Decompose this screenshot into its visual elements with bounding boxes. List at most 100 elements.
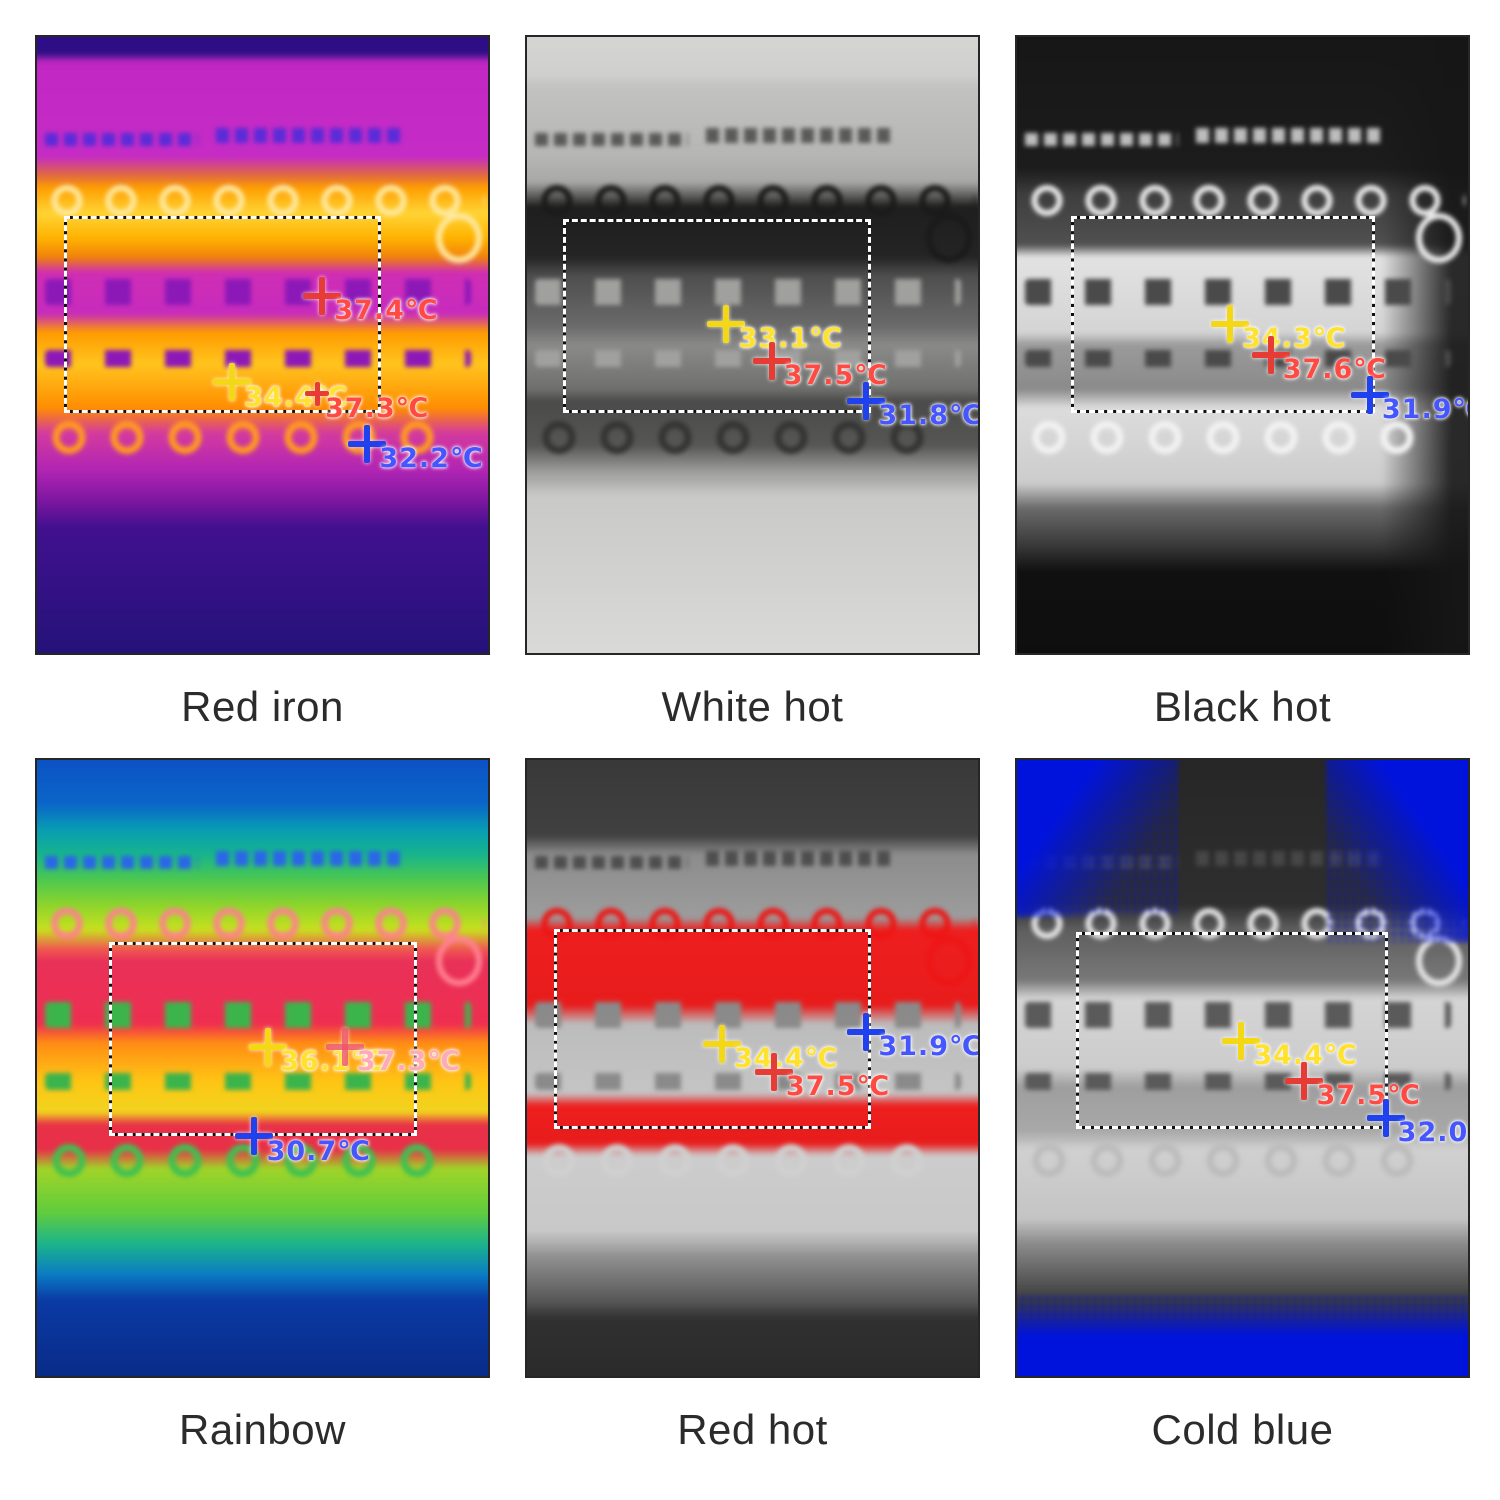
temp-marker-min: 31.9℃ bbox=[847, 1012, 978, 1062]
temp-reading: 34.3℃ bbox=[1242, 323, 1347, 355]
wire-loops bbox=[1020, 172, 1465, 229]
thermal-scene bbox=[527, 760, 978, 1376]
hanging-wire-loop bbox=[436, 936, 483, 987]
palette-cell-rainbow: 36.1℃ 37.3℃ 30.7℃ Rainbow bbox=[35, 758, 490, 1481]
thermal-image-rainbow: 36.1℃ 37.3℃ 30.7℃ bbox=[35, 758, 490, 1378]
temp-reading: 32.0℃ bbox=[1397, 1117, 1469, 1149]
breaker-slots bbox=[44, 1073, 471, 1091]
temp-reading: 31.8℃ bbox=[878, 400, 980, 432]
palette-label: Red hot bbox=[677, 1405, 828, 1453]
temp-marker-avg: 34.4℃ bbox=[702, 1024, 837, 1074]
palette-cell-red-iron: 37.4℃ 34.4℃ 37.3℃ 32.2℃ Red iron bbox=[35, 35, 490, 758]
temp-marker-avg: 34.4℃ bbox=[1222, 1021, 1357, 1071]
temp-marker-avg: 34.3℃ bbox=[1210, 304, 1345, 354]
temp-reading: 37.5℃ bbox=[1316, 1080, 1421, 1112]
crosshair-icon bbox=[754, 1052, 793, 1091]
temp-reading: 37.4℃ bbox=[334, 295, 439, 327]
temp-marker-min: 30.7℃ bbox=[235, 1117, 370, 1167]
wire-loops bbox=[40, 407, 457, 468]
busbar-strip bbox=[1024, 132, 1178, 146]
hanging-wire-loop bbox=[436, 213, 483, 264]
temp-marker-avg: 34.4℃ bbox=[212, 363, 347, 413]
cold-region-overlay bbox=[1017, 1294, 1468, 1376]
thermal-scene bbox=[1017, 760, 1468, 1376]
busbar-strip bbox=[1196, 127, 1387, 143]
hanging-wire-loop bbox=[926, 936, 973, 987]
busbar-strip bbox=[534, 132, 688, 146]
crosshair-icon bbox=[325, 1027, 364, 1066]
temp-reading: 31.9℃ bbox=[1381, 394, 1468, 426]
measurement-area-box bbox=[563, 218, 872, 413]
breaker-slots bbox=[1024, 350, 1451, 368]
crosshair-icon bbox=[1366, 1098, 1405, 1137]
temp-reading: 33.1℃ bbox=[738, 323, 843, 355]
hanging-wire-loop bbox=[1416, 936, 1463, 987]
breaker-slots bbox=[44, 279, 471, 306]
temp-reading: 32.2℃ bbox=[379, 443, 484, 475]
crosshair-icon bbox=[248, 1027, 287, 1066]
temp-reading: 36.1℃ bbox=[280, 1046, 385, 1078]
wire-loops bbox=[40, 1130, 457, 1191]
crosshair-icon bbox=[707, 304, 746, 343]
temp-marker-max: 37.5℃ bbox=[754, 1052, 889, 1102]
crosshair-icon bbox=[1222, 1021, 1261, 1060]
palette-cell-black-hot: 34.3℃ 37.6℃ 31.9℃ Black hot bbox=[1015, 35, 1470, 758]
palette-cell-white-hot: 33.1℃ 37.5℃ 31.8℃ White hot bbox=[525, 35, 980, 758]
temp-marker-avg: 36.1℃ bbox=[248, 1027, 383, 1077]
busbar-strip bbox=[534, 855, 688, 869]
temp-marker-min: 31.8℃ bbox=[847, 381, 978, 431]
thermal-image-red-hot: 34.4℃ 31.9℃ 37.5℃ bbox=[525, 758, 980, 1378]
breaker-slots bbox=[534, 350, 961, 368]
measurement-area-box bbox=[1075, 932, 1389, 1130]
crosshair-icon bbox=[235, 1117, 274, 1156]
breaker-slots bbox=[534, 279, 961, 306]
temp-marker-avg: 33.1℃ bbox=[707, 304, 842, 354]
breaker-slots bbox=[44, 1002, 471, 1029]
crosshair-icon bbox=[348, 425, 387, 464]
temp-marker-max: 37.5℃ bbox=[1285, 1061, 1420, 1111]
thermal-scene bbox=[1017, 37, 1468, 653]
palette-label: Black hot bbox=[1153, 682, 1332, 730]
temp-marker-max: 37.4℃ bbox=[303, 277, 438, 326]
thermal-image-white-hot: 33.1℃ 37.5℃ 31.8℃ bbox=[525, 35, 980, 655]
breaker-slots bbox=[1024, 279, 1451, 306]
busbar-strip bbox=[706, 850, 897, 866]
thermal-scene bbox=[527, 37, 978, 653]
temp-marker-min: 32.0℃ bbox=[1366, 1098, 1468, 1148]
temp-reading: 30.7℃ bbox=[266, 1135, 371, 1167]
wire-loops bbox=[530, 407, 947, 468]
crosshair-icon bbox=[847, 1012, 886, 1051]
thermal-image-cold-blue: 34.4℃ 37.5℃ 32.0℃ bbox=[1015, 758, 1470, 1378]
breaker-slots bbox=[44, 350, 471, 368]
crosshair-icon bbox=[847, 381, 886, 420]
busbar-strip bbox=[706, 127, 897, 143]
hanging-wire-loop bbox=[1416, 213, 1463, 264]
wire-loops bbox=[530, 895, 975, 952]
cold-region-overlay bbox=[1325, 760, 1468, 943]
temp-reading: 37.3℃ bbox=[356, 1046, 462, 1078]
busbar-strip bbox=[44, 132, 198, 146]
crosshair-icon bbox=[303, 277, 342, 316]
thermal-image-black-hot: 34.3℃ 37.6℃ 31.9℃ bbox=[1015, 35, 1470, 655]
temp-marker-min: 32.2℃ bbox=[348, 425, 483, 474]
busbar-strip bbox=[216, 127, 407, 143]
crosshair-icon bbox=[752, 341, 791, 380]
breaker-slots bbox=[534, 1002, 961, 1029]
thermal-image-red-iron: 37.4℃ 34.4℃ 37.3℃ 32.2℃ bbox=[35, 35, 490, 655]
temp-reading: 37.5℃ bbox=[785, 1070, 891, 1102]
wire-loops bbox=[40, 172, 485, 229]
crosshair-icon bbox=[1285, 1061, 1324, 1100]
temp-reading: 34.4℃ bbox=[244, 381, 349, 413]
temp-marker-max: 37.3℃ bbox=[325, 1027, 460, 1077]
wire-loops bbox=[530, 1130, 947, 1191]
crosshair-icon bbox=[1251, 335, 1290, 374]
busbar-strip bbox=[216, 850, 407, 866]
measurement-area-box bbox=[1071, 215, 1375, 413]
temp-reading: 37.3℃ bbox=[325, 393, 430, 425]
palette-label: Red iron bbox=[181, 682, 344, 730]
breaker-slots bbox=[1024, 1002, 1451, 1029]
wire-loops bbox=[1020, 1130, 1437, 1191]
busbar-strip bbox=[44, 855, 198, 869]
